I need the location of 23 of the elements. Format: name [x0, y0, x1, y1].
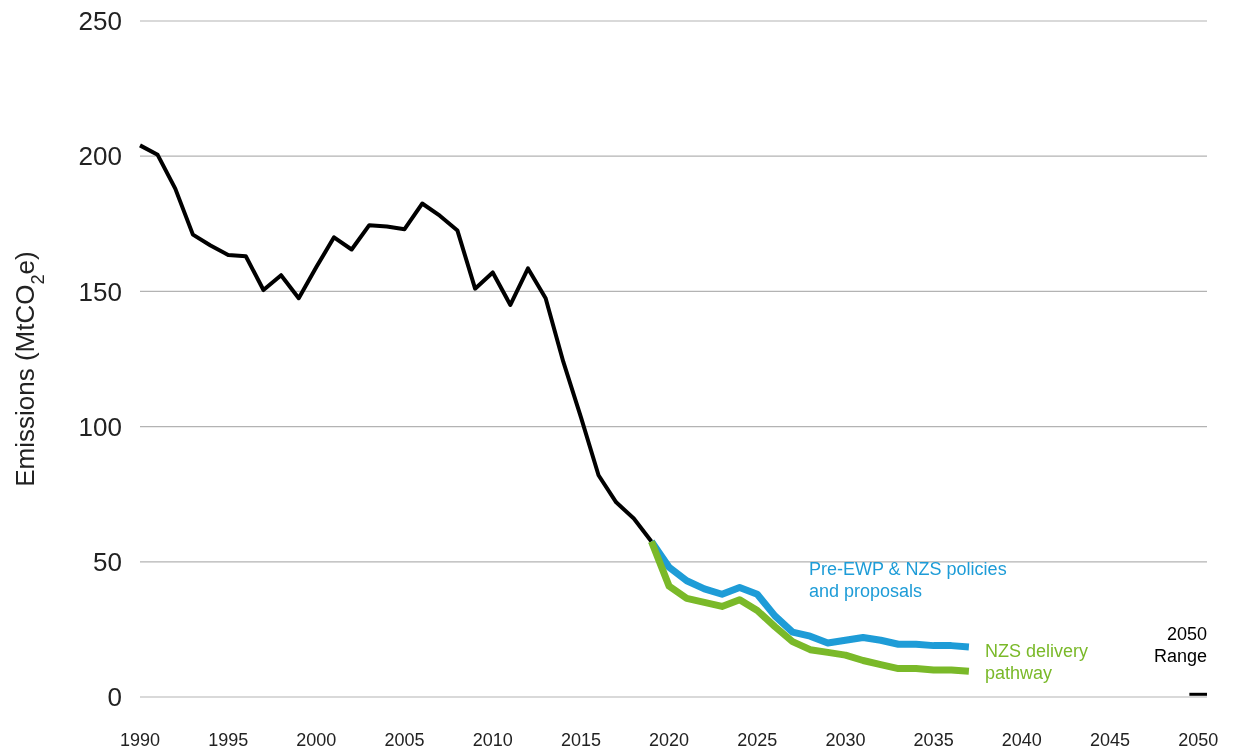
x-tick-label: 2040: [1001, 730, 1042, 750]
x-tick-label: 2015: [560, 730, 601, 750]
x-tick-label: 2005: [384, 730, 425, 750]
line-series: [138, 143, 654, 544]
x-tick-label: 2010: [472, 730, 513, 750]
x-tick-label: 2045: [1089, 730, 1131, 750]
y-tick-label: 150: [78, 276, 122, 307]
x-tick-label: 1990: [119, 730, 161, 750]
y-tick-label: 250: [78, 6, 122, 37]
series-label: NZS delivery pathway: [984, 641, 1088, 684]
y-tick-label: 100: [78, 411, 122, 442]
series-label: 2050 Range: [1153, 624, 1207, 667]
series-label: Pre-EWP & NZS policies and proposals: [808, 558, 1007, 601]
x-tick-label: 2025: [737, 730, 778, 750]
x-tick-label: 2020: [649, 730, 690, 750]
x-tick-label: 2035: [913, 730, 954, 750]
y-tick-label: 200: [78, 141, 122, 172]
x-tick-label: 2030: [825, 730, 866, 750]
y-tick-label: 0: [107, 682, 122, 713]
x-tick-label: 2000: [296, 730, 337, 750]
x-tick-label: 1995: [208, 730, 249, 750]
y-tick-label: 50: [93, 546, 122, 577]
x-tick-label: 2050: [1178, 730, 1219, 750]
